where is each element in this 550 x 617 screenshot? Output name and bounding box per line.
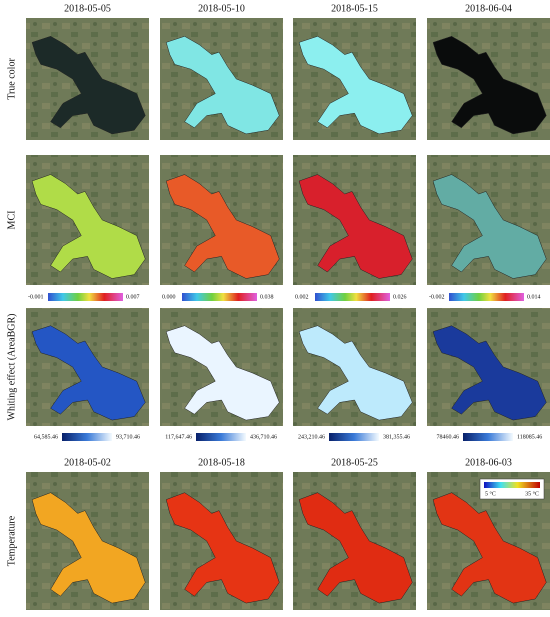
colorbar-max: 118085.46 (517, 434, 542, 440)
colorbar-max: 381,355.46 (383, 434, 410, 440)
image-panel (26, 308, 149, 426)
row-label: Whiting effect (AreaBGR) (6, 314, 17, 421)
lake (31, 492, 146, 604)
colorbar-min: 78460.46 (437, 434, 460, 440)
lake (432, 325, 547, 421)
lake (31, 174, 146, 279)
image-panel (427, 155, 550, 285)
lake (298, 325, 413, 421)
colorbar (315, 293, 390, 301)
image-panel (26, 472, 149, 610)
image-panel (26, 155, 149, 285)
column-date: 2018-05-10 (198, 3, 245, 14)
colorbar-min: 64,585.46 (34, 434, 58, 440)
colorbar (484, 482, 540, 488)
colorbar-max: 35 °C (525, 490, 539, 497)
image-panel (160, 308, 283, 426)
colorbar (449, 293, 524, 301)
lake (165, 174, 280, 279)
lake (31, 36, 146, 135)
lake (165, 492, 280, 604)
colorbar-max: 0.026 (393, 294, 407, 300)
image-panel (293, 155, 416, 285)
colorbar-max: 0.007 (126, 294, 140, 300)
colorbar (463, 433, 513, 441)
column-date: 2018-05-25 (331, 457, 378, 468)
colorbar-min: 243,210.46 (298, 434, 325, 440)
column-date: 2018-06-03 (465, 457, 512, 468)
colorbar-max: 436,710.46 (250, 434, 277, 440)
colorbar (48, 293, 123, 301)
lake (298, 36, 413, 135)
colorbar-min: -0.001 (28, 294, 44, 300)
image-panel (160, 472, 283, 610)
image-panel (293, 308, 416, 426)
lake (165, 325, 280, 421)
image-panel (26, 18, 149, 140)
lake (165, 36, 280, 135)
colorbar (62, 433, 112, 441)
colorbar-min: 0.002 (295, 294, 309, 300)
colorbar-max: 0.038 (260, 294, 274, 300)
image-panel (293, 472, 416, 610)
image-panel (160, 155, 283, 285)
lake (298, 492, 413, 604)
lake (432, 492, 547, 604)
colorbar-min: -0.002 (429, 294, 445, 300)
colorbar-min: 117,647.46 (165, 434, 192, 440)
column-date: 2018-05-02 (64, 457, 111, 468)
colorbar (329, 433, 379, 441)
lake (432, 36, 547, 135)
column-date: 2018-05-18 (198, 457, 245, 468)
colorbar (196, 433, 246, 441)
column-date: 2018-06-04 (465, 3, 512, 14)
image-panel (160, 18, 283, 140)
colorbar-max: 0.014 (527, 294, 541, 300)
image-panel (293, 18, 416, 140)
column-date: 2018-05-05 (64, 3, 111, 14)
colorbar-min: 0.000 (162, 294, 176, 300)
row-label: True color (6, 58, 17, 100)
colorbar-max: 93,710.46 (116, 434, 140, 440)
column-date: 2018-05-15 (331, 3, 378, 14)
lake (31, 325, 146, 421)
row-label: MCI (6, 211, 17, 230)
colorbar (182, 293, 257, 301)
lake (298, 174, 413, 279)
row-label: Temperature (6, 515, 17, 566)
lake (432, 174, 547, 279)
image-panel (427, 308, 550, 426)
image-panel (427, 18, 550, 140)
colorbar-min: 5 °C (485, 490, 496, 497)
